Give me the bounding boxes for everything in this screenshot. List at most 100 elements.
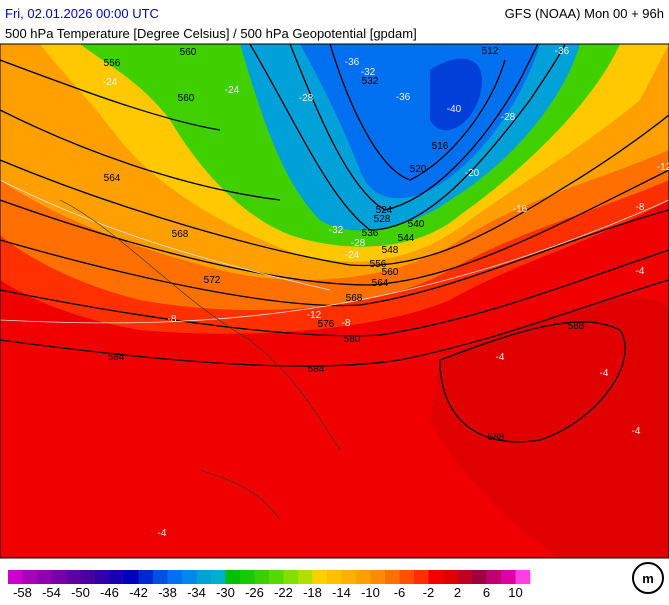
geopotential-label: 588 xyxy=(488,432,505,443)
colorbar-label: -54 xyxy=(42,585,61,600)
geopotential-label: 564 xyxy=(372,278,389,289)
geopotential-label: 560 xyxy=(178,93,195,104)
geopotential-label: 572 xyxy=(204,275,221,286)
colorbar-swatch xyxy=(211,570,226,584)
temperature-label: -32 xyxy=(361,67,376,78)
colorbar-swatch xyxy=(269,570,284,584)
geopotential-label: 560 xyxy=(382,267,399,278)
colorbar-swatch xyxy=(399,570,415,584)
colorbar-swatch xyxy=(254,570,270,584)
colorbar-swatch xyxy=(356,570,371,584)
date: Fri, 02.01.2026 00:00 UTC xyxy=(5,6,159,21)
temperature-label: -8 xyxy=(168,314,177,325)
colorbar-label: -42 xyxy=(129,585,148,600)
model: GFS (NOAA) Mon 00 + 96h xyxy=(505,6,664,21)
colorbar-swatch xyxy=(414,570,429,584)
geopotential-label: 580 xyxy=(344,334,361,345)
colorbar-swatch xyxy=(501,570,516,584)
geopotential-label: 548 xyxy=(382,245,399,256)
colorbar-swatch xyxy=(486,570,502,584)
temperature-label: -40 xyxy=(447,104,462,115)
colorbar-swatch xyxy=(37,570,52,584)
colorbar-swatch xyxy=(66,570,81,584)
geopotential-label: 544 xyxy=(398,233,415,244)
colorbar-label: 2 xyxy=(454,585,461,600)
colorbar-swatch xyxy=(95,570,110,584)
geopotential-label: 564 xyxy=(104,173,121,184)
colorbar-swatch xyxy=(8,570,23,584)
colorbar-label: -10 xyxy=(361,585,380,600)
temperature-label: -4 xyxy=(158,528,167,539)
geopotential-label: 528 xyxy=(374,214,391,225)
colorbar-label: -26 xyxy=(245,585,264,600)
temperature-label: -4 xyxy=(496,352,505,363)
geopotential-label: 568 xyxy=(172,229,189,240)
geopotential-label: 532 xyxy=(362,76,379,87)
geopotential-label: 556 xyxy=(370,259,387,270)
colorbar-label: -38 xyxy=(158,585,177,600)
temperature-label: -28 xyxy=(299,93,314,104)
geopotential-label: 588 xyxy=(568,321,585,332)
geopotential-label: 524 xyxy=(376,205,393,216)
colorbar-label: -34 xyxy=(187,585,206,600)
temperature-label: -8 xyxy=(636,202,645,213)
colorbar-swatch xyxy=(138,570,154,584)
colorbar: -58 -54 -50 -46 -42 -38 -34 -30 -26 -22 -18 -14 -10-… xyxy=(8,570,531,600)
colorbar-swatch xyxy=(341,570,357,584)
colorbar-label: -6 xyxy=(394,585,406,600)
geopotential-label: 512 xyxy=(482,46,499,57)
colorbar-swatch xyxy=(153,570,168,584)
title: 500 hPa Temperature [Degree Celsius] / 5… xyxy=(5,26,417,41)
colorbar-label: -2 xyxy=(423,585,435,600)
geopotential-label: 576 xyxy=(318,319,335,330)
colorbar-swatch xyxy=(109,570,125,584)
colorbar-swatch xyxy=(283,570,299,584)
colorbar-swatch xyxy=(370,570,386,584)
temperature-label: -36 xyxy=(555,46,570,57)
colorbar-swatch xyxy=(167,570,183,584)
temperature-label: -4 xyxy=(636,266,645,277)
colorbar-swatch xyxy=(80,570,96,584)
colorbar-swatch xyxy=(385,570,400,584)
geopotential-label: 584 xyxy=(108,352,125,363)
temperature-label: -4 xyxy=(600,368,609,379)
colorbar-label: -46 xyxy=(100,585,119,600)
temperature-label: -24 xyxy=(345,250,360,261)
map xyxy=(0,43,669,559)
colorbar-label: -50 xyxy=(71,585,90,600)
logo: m xyxy=(632,562,664,594)
colorbar-label: -14 xyxy=(332,585,351,600)
colorbar-label: -58 xyxy=(13,585,32,600)
colorbar-swatch xyxy=(515,570,531,584)
geopotential-label: 584 xyxy=(308,364,325,375)
temperature-label: -20 xyxy=(465,168,480,179)
colorbar-swatch xyxy=(124,570,139,584)
colorbar-swatch xyxy=(428,570,444,584)
temperature-label: -16 xyxy=(513,204,528,215)
temperature-label: -24 xyxy=(225,85,240,96)
geopotential-label: 536 xyxy=(362,228,379,239)
temperature-label: -4 xyxy=(632,426,641,437)
temperature-label: -12 xyxy=(307,310,322,321)
colorbar-swatch xyxy=(443,570,458,584)
geopotential-label: 556 xyxy=(104,58,121,69)
temperature-label: -36 xyxy=(345,57,360,68)
colorbar-swatch xyxy=(196,570,212,584)
geopotential-label: 568 xyxy=(346,293,363,304)
colorbar-label: 6 xyxy=(483,585,490,600)
colorbar-swatch xyxy=(182,570,197,584)
geopotential-label: 516 xyxy=(432,141,449,152)
colorbar-label: -30 xyxy=(216,585,235,600)
colorbar-swatch xyxy=(22,570,38,584)
colorbar-swatch xyxy=(457,570,473,584)
colorbar-swatch xyxy=(298,570,313,584)
temperature-label: -12 xyxy=(657,162,669,173)
colorbar-swatch xyxy=(51,570,67,584)
temperature-label: -28 xyxy=(501,112,516,123)
colorbar-swatch xyxy=(327,570,342,584)
temperature-label: -32 xyxy=(329,225,344,236)
colorbar-swatch xyxy=(240,570,255,584)
temperature-label: -28 xyxy=(351,238,366,249)
temperature-label: -24 xyxy=(103,77,118,88)
